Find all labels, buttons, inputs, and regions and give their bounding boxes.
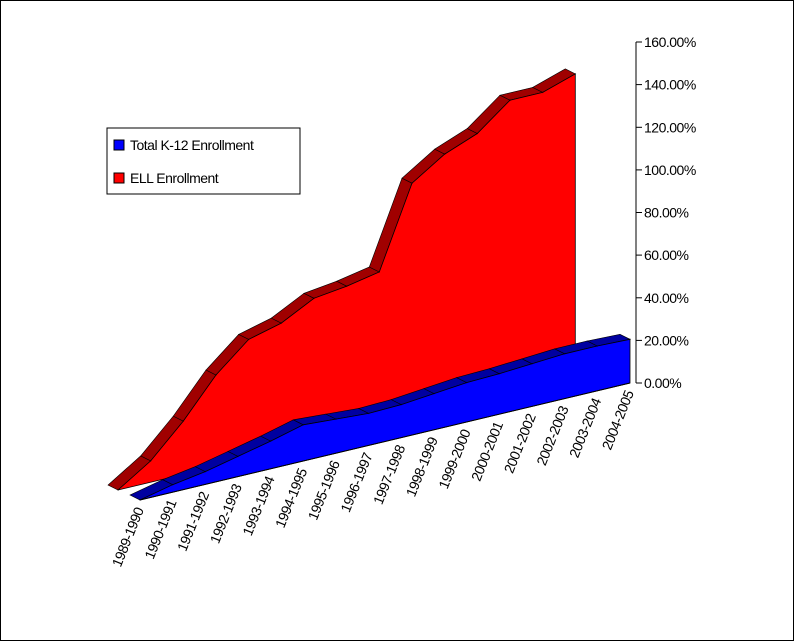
k12-point-1 [171,483,174,486]
legend-swatch-ell [113,172,125,184]
ell-point-7 [345,285,348,288]
ell-point-5 [280,322,283,324]
value-tick-label-4: 80.00% [644,205,689,221]
k12-point-3 [237,455,239,458]
k12-point-11 [498,372,501,375]
legend-swatch-k12 [113,139,125,151]
value-tick-label-8: 160.00% [644,34,696,50]
k12-point-4 [269,440,272,442]
k12-point-6 [335,418,337,420]
k12-point-15 [629,338,631,341]
ell-point-10 [443,153,446,155]
k12-point-2 [204,470,207,473]
k12-point-5 [302,424,305,426]
k12-point-10 [465,381,468,384]
ell-point-11 [476,132,479,135]
ell-point-14 [574,73,577,75]
ell-point-2 [182,420,185,422]
value-tick-label-6: 120.00% [644,119,696,135]
k12-series [129,333,631,501]
legend-label-k12: Total K-12 Enrollment [130,137,254,153]
ell-point-9 [411,182,413,184]
value-tick-label-3: 60.00% [644,247,689,263]
k12-point-7 [367,412,370,415]
k12-face [139,338,631,501]
ell-point-4 [247,338,250,341]
ell-point-1 [149,460,152,462]
category-axis-line [139,382,631,501]
value-tick-label-5: 100.00% [644,162,696,178]
ell-point-13 [541,91,544,94]
ell-point-8 [378,271,381,273]
k12-point-13 [563,353,566,355]
legend: Total K-12 Enrollment ELL Enrollment [106,127,301,195]
legend-label-ell: ELL Enrollment [130,170,219,186]
ell-point-3 [215,374,217,376]
ell-point-0 [117,489,119,491]
value-tick-label-7: 140.00% [644,77,696,93]
value-tick-label-0: 0.00% [644,375,681,391]
value-tick-label-2: 40.00% [644,290,689,306]
k12-point-12 [531,363,533,365]
k12-point-9 [433,392,435,395]
ell-point-12 [509,99,511,101]
k12-point-8 [400,403,403,406]
legend-box [106,127,301,195]
value-tick-label-1: 20.00% [644,332,689,348]
k12-point-14 [596,345,599,347]
ell-point-6 [313,297,315,300]
value-axis: 0.00% 20.00% 40.00% 60.00% 80.00% 100.00% 120.… [635,34,696,391]
